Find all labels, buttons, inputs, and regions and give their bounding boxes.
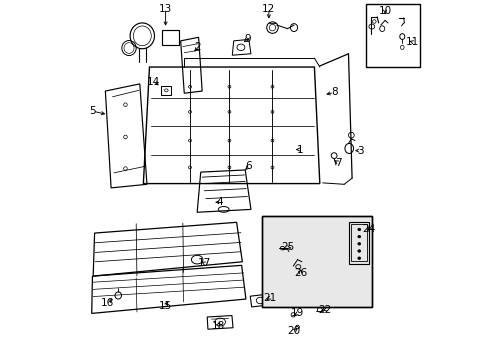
Ellipse shape — [357, 235, 360, 238]
Bar — [261, 216, 371, 307]
Text: 18: 18 — [211, 321, 224, 331]
Ellipse shape — [357, 243, 360, 245]
Text: 6: 6 — [245, 161, 252, 171]
Bar — [261, 216, 371, 307]
Text: 26: 26 — [293, 268, 306, 278]
Text: 2: 2 — [194, 42, 201, 52]
Text: 8: 8 — [330, 87, 337, 98]
Text: 11: 11 — [405, 37, 418, 47]
Text: 13: 13 — [159, 4, 172, 14]
Bar — [160, 86, 171, 95]
Bar — [365, 4, 419, 67]
Text: 5: 5 — [89, 106, 96, 116]
Text: 14: 14 — [146, 77, 160, 87]
Text: 20: 20 — [287, 326, 300, 336]
Ellipse shape — [357, 250, 360, 252]
Bar — [162, 30, 179, 45]
Text: 17: 17 — [197, 258, 210, 268]
Text: 10: 10 — [378, 6, 391, 16]
Ellipse shape — [357, 228, 360, 231]
Text: 16: 16 — [101, 298, 114, 308]
Text: 3: 3 — [356, 145, 363, 156]
Text: 25: 25 — [281, 242, 294, 252]
Text: 9: 9 — [244, 34, 250, 44]
Text: 7: 7 — [334, 158, 341, 168]
Bar — [350, 225, 366, 261]
Ellipse shape — [357, 257, 360, 260]
Text: 19: 19 — [290, 309, 304, 318]
Text: 15: 15 — [159, 301, 172, 311]
Bar — [348, 222, 368, 264]
Text: 22: 22 — [318, 305, 331, 315]
Text: 24: 24 — [362, 224, 375, 234]
Text: 1: 1 — [296, 144, 303, 154]
Text: 21: 21 — [263, 293, 276, 303]
Text: 4: 4 — [216, 197, 223, 207]
Text: 12: 12 — [262, 4, 275, 14]
